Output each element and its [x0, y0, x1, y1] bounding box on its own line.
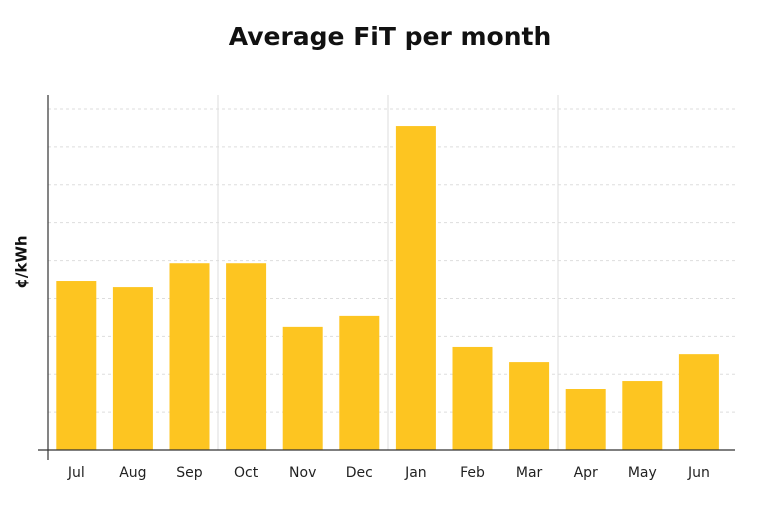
bar	[56, 281, 97, 450]
bar	[226, 263, 267, 450]
bar	[622, 381, 663, 450]
chart-title: Average FiT per month	[229, 22, 552, 51]
x-tick-label: Jan	[404, 465, 427, 481]
bar	[169, 263, 210, 450]
bar	[565, 389, 606, 450]
y-axis-label: ¢/kWh	[13, 235, 31, 288]
bar	[282, 326, 323, 450]
bar	[678, 354, 719, 450]
bar	[452, 346, 493, 450]
x-tick-label: May	[628, 465, 657, 481]
x-tick-label: Sep	[176, 465, 203, 481]
separators	[217, 95, 559, 450]
x-tick-label: Feb	[460, 465, 485, 481]
x-tick-label: Mar	[516, 465, 543, 481]
x-tick-label: Dec	[346, 465, 373, 481]
x-tick-label: Oct	[234, 465, 259, 481]
x-tick-label: Jun	[687, 465, 710, 481]
x-tick-label: Apr	[574, 465, 598, 481]
bar	[395, 126, 436, 451]
x-tick-label: Jul	[67, 465, 85, 481]
bar	[339, 315, 380, 450]
x-tick-label: Aug	[119, 465, 146, 481]
bar	[509, 362, 550, 450]
x-tick-label: Nov	[289, 465, 316, 481]
bar	[112, 287, 153, 450]
